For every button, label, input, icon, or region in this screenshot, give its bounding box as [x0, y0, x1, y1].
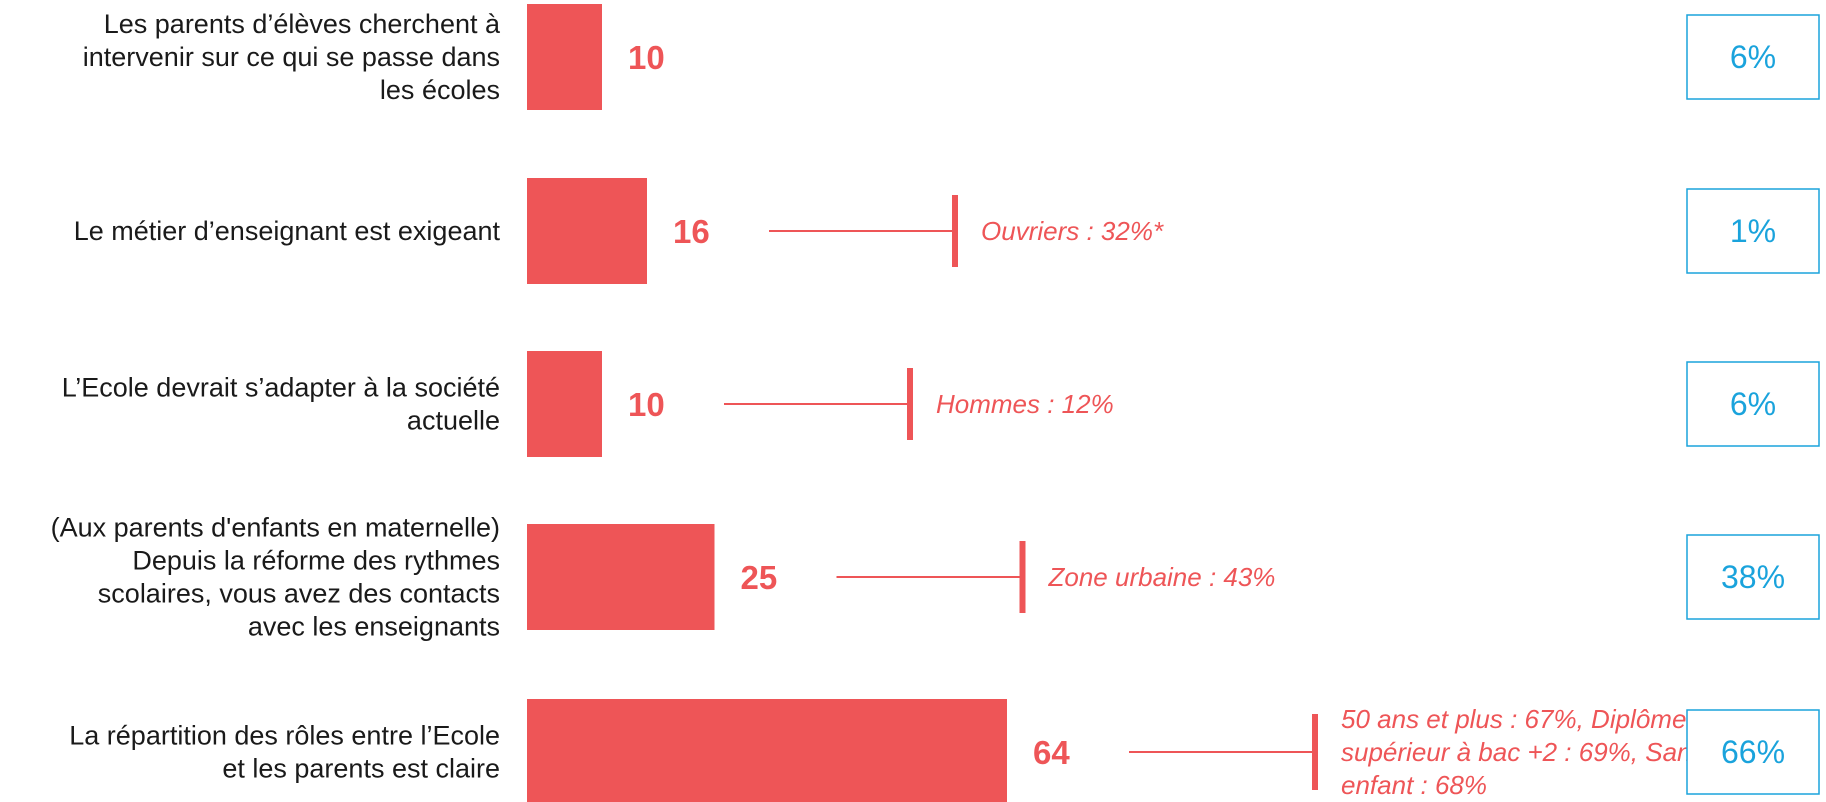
percentage-value: 6%	[1730, 39, 1776, 75]
percentage-value: 1%	[1730, 213, 1776, 249]
percentage-box	[1686, 188, 1820, 274]
value-label: 10	[628, 39, 665, 76]
category-label: L’Ecole devrait s’adapter à la société ac…	[62, 373, 500, 436]
category-label-line: actuelle	[407, 406, 500, 436]
percentage-value: 38%	[1721, 559, 1785, 595]
value-label: 25	[741, 559, 778, 596]
percentage-value: 66%	[1721, 734, 1785, 770]
category-label: Le métier d’enseignant est exigeant	[74, 216, 501, 246]
bar	[527, 699, 1007, 802]
annotation-text: Hommes : 12%	[936, 389, 1114, 419]
bar	[527, 351, 602, 457]
bar	[527, 178, 647, 284]
bar	[527, 524, 715, 630]
bar	[527, 4, 602, 110]
annotation-text: Zone urbaine : 43%	[1048, 562, 1276, 592]
percentage-box	[1686, 534, 1820, 620]
annotation-text-line: enfant : 68%	[1341, 770, 1487, 800]
percentage-box	[1686, 14, 1820, 100]
category-label-line: L’Ecole devrait s’adapter à la société	[62, 373, 500, 403]
annotation-text-line: Zone urbaine : 43%	[1048, 562, 1276, 592]
annotation-text-line: 50 ans et plus : 67%, Diplôme	[1341, 704, 1686, 734]
category-label-line: (Aux parents d'enfants en maternelle)	[51, 513, 500, 543]
annotation-text: 50 ans et plus : 67%, Diplôme supérieur à…	[1341, 704, 1705, 800]
category-label-line: scolaires, vous avez des contacts	[98, 579, 500, 609]
category-label-line: Les parents d’élèves cherchent à	[104, 9, 501, 39]
percentage-box	[1686, 361, 1820, 447]
category-label-line: les écoles	[380, 75, 500, 105]
annotation-text: Ouvriers : 32%*	[981, 216, 1164, 246]
percentage-box	[1686, 709, 1820, 795]
category-label-line: La répartition des rôles entre l’Ecole	[69, 721, 500, 751]
percentage-value: 6%	[1730, 386, 1776, 422]
category-label-line: avec les enseignants	[248, 612, 500, 642]
annotation-text-line: supérieur à bac +2 : 69%, Sans	[1341, 737, 1705, 767]
category-label-line: Le métier d’enseignant est exigeant	[74, 216, 501, 246]
category-label-line: intervenir sur ce qui se passe dans	[83, 42, 500, 72]
category-label-line: et les parents est claire	[222, 754, 500, 784]
value-label: 10	[628, 386, 665, 423]
annotation-text-line: Ouvriers : 32%*	[981, 216, 1164, 246]
annotation-text-line: Hommes : 12%	[936, 389, 1114, 419]
category-label: La répartition des rôles entre l’Ecole et…	[69, 721, 500, 784]
category-label: Les parents d’élèves cherchent à interven…	[83, 9, 501, 105]
category-label-line: Depuis la réforme des rythmes	[132, 546, 500, 576]
value-label: 16	[673, 213, 710, 250]
value-label: 64	[1033, 734, 1070, 771]
category-label: (Aux parents d'enfants en maternelle) Dep…	[51, 513, 500, 642]
